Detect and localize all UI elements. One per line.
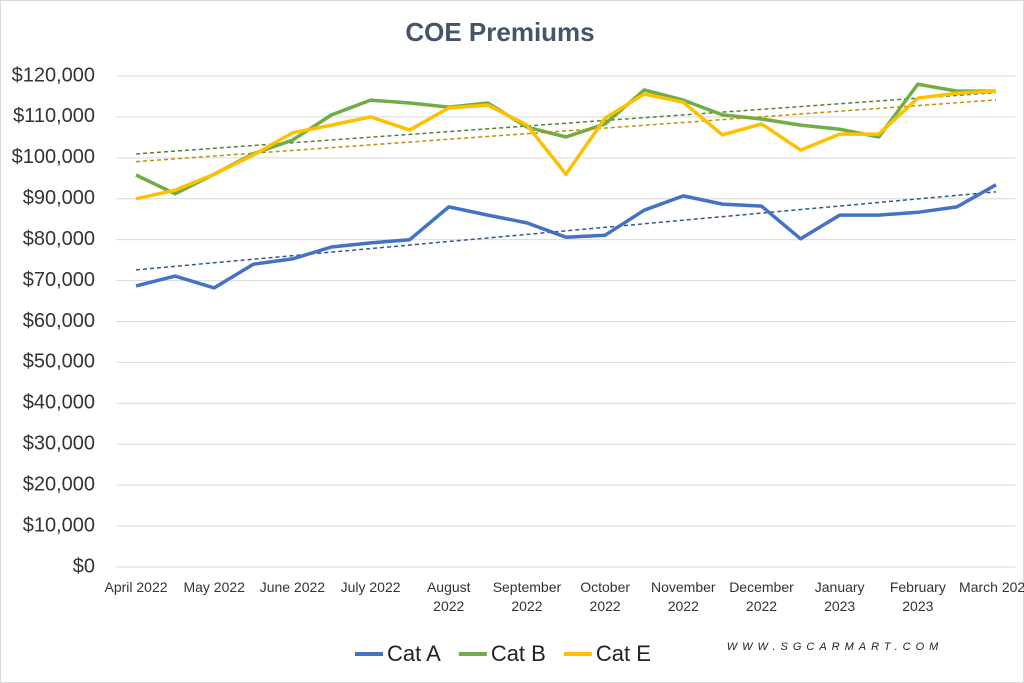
x-tick-label: January 2023 [814,579,865,614]
trendline [135,191,997,271]
legend-label: Cat E [596,641,651,666]
x-tick-label: May 2022 [183,579,245,595]
y-tick-label: $80,000 [23,228,95,250]
chart-title: COE Premiums [405,17,594,47]
x-tick-label: February 2023 [889,579,946,614]
x-tick-label: April 2022 [104,579,168,595]
legend-label: Cat A [387,641,441,666]
trendline [135,99,997,163]
x-tick-label: September 2022 [492,579,562,614]
x-tick-label: March 2023 [959,579,1024,595]
y-tick-label: $100,000 [12,146,95,168]
y-tick-label: $40,000 [23,392,95,414]
y-tick-label: $20,000 [23,473,95,495]
y-tick-label: $90,000 [23,187,95,209]
x-tick-label: October 2022 [580,579,631,614]
y-tick-label: $50,000 [23,351,95,373]
y-tick-label: $10,000 [23,514,95,536]
y-tick-label: $70,000 [23,269,95,291]
y-tick-label: $30,000 [23,433,95,455]
series-line [135,183,997,290]
legend-label: Cat B [491,641,546,666]
y-tick-label: $60,000 [23,310,95,332]
x-tick-label: July 2022 [340,579,401,595]
x-tick-label: December 2022 [729,579,794,614]
y-tick-label: $110,000 [13,105,95,127]
y-tick-label: $120,000 [12,64,95,86]
x-tick-label: November 2022 [651,579,716,614]
y-tick-label: $0 [73,555,95,577]
x-tick-label: June 2022 [259,579,326,595]
series-line [135,82,996,196]
series-line [135,89,997,201]
watermark: WWW.SGCARMART.COM [727,641,944,653]
x-tick-label: August 2022 [426,579,471,614]
